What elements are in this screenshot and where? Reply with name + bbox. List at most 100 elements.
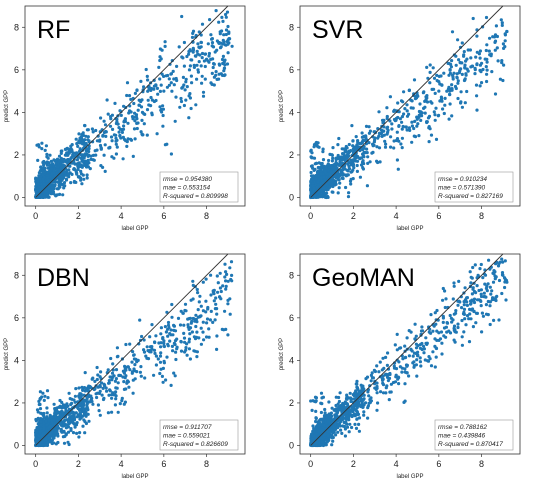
scatter-point — [121, 128, 124, 131]
scatter-point — [347, 191, 350, 194]
scatter-point — [178, 106, 181, 109]
scatter-point — [200, 327, 203, 330]
scatter-point — [354, 147, 357, 150]
x-tick-label: 0 — [33, 211, 38, 221]
scatter-point — [179, 323, 182, 326]
scatter-point — [154, 83, 157, 86]
scatter-point — [188, 94, 191, 97]
scatter-point — [114, 386, 117, 389]
scatter-point — [40, 423, 43, 426]
scatter-point — [476, 312, 479, 315]
scatter-point — [361, 131, 364, 134]
scatter-point — [454, 341, 457, 344]
scatter-point — [356, 160, 359, 163]
scatter-point — [46, 396, 49, 399]
scatter-point — [146, 134, 149, 137]
data-point — [480, 81, 483, 84]
scatter-point — [407, 374, 410, 377]
scatter-point — [114, 397, 117, 400]
scatter-point — [331, 190, 334, 193]
scatter-point — [182, 332, 185, 335]
scatter-point — [95, 392, 98, 395]
scatter-point — [66, 147, 69, 150]
scatter-point — [369, 160, 372, 163]
chart-title: RF — [37, 16, 70, 44]
scatter-point — [58, 159, 61, 162]
scatter-point — [389, 95, 392, 98]
scatter-point — [124, 374, 127, 377]
scatter-point — [489, 293, 492, 296]
scatter-point — [117, 126, 120, 129]
scatter-point — [180, 350, 183, 353]
scatter-point — [327, 400, 330, 403]
scatter-point — [116, 346, 119, 349]
data-point — [424, 98, 427, 101]
scatter-point — [383, 140, 386, 143]
scatter-point — [51, 415, 54, 418]
scatter-point — [168, 84, 171, 87]
scatter-point — [319, 402, 322, 405]
scatter-point — [406, 109, 409, 112]
scatter-point — [485, 313, 488, 316]
scatter-point — [312, 175, 315, 178]
scatter-point — [400, 371, 403, 374]
scatter-point — [61, 406, 64, 409]
scatter-point — [367, 141, 370, 144]
scatter-point — [195, 336, 198, 339]
scatter-point — [348, 423, 351, 426]
scatter-point — [49, 176, 52, 179]
scatter-point — [474, 321, 477, 324]
scatter-point — [492, 281, 495, 284]
scatter-point — [437, 114, 440, 117]
scatter-point — [311, 156, 314, 159]
scatter-point — [36, 159, 39, 162]
scatter-point — [315, 178, 318, 181]
data-point — [501, 79, 504, 82]
scatter-point — [160, 326, 163, 329]
scatter-point — [167, 324, 170, 327]
scatter-point — [401, 137, 404, 140]
scatter-point — [172, 329, 175, 332]
scatter-point — [314, 396, 317, 399]
scatter-point — [501, 21, 504, 24]
scatter-point — [115, 143, 118, 146]
scatter-point — [133, 353, 136, 356]
scatter-point — [46, 389, 49, 392]
scatter-point — [410, 141, 413, 144]
y-tick-label: 4 — [14, 107, 19, 117]
scatter-point — [213, 299, 216, 302]
scatter-point — [104, 170, 107, 173]
scatter-point — [475, 62, 478, 65]
scatter-point — [78, 396, 81, 399]
scatter-point — [360, 384, 363, 387]
scatter-point — [419, 112, 422, 115]
scatter-point — [110, 397, 113, 400]
scatter-point — [84, 371, 87, 374]
scatter-point — [145, 357, 148, 360]
data-point — [188, 338, 191, 341]
scatter-point — [360, 163, 363, 166]
scatter-point — [463, 303, 466, 306]
scatter-point — [340, 432, 343, 435]
scatter-point — [184, 80, 187, 83]
scatter-point — [121, 375, 124, 378]
scatter-point — [205, 321, 208, 324]
scatter-point — [170, 384, 173, 387]
scatter-point — [388, 398, 391, 401]
scatter-point — [56, 166, 59, 169]
scatter-point — [463, 66, 466, 69]
scatter-point — [155, 363, 158, 366]
scatter-point — [155, 355, 158, 358]
scatter-point — [107, 394, 110, 397]
scatter-point — [368, 125, 371, 128]
scatter-point — [321, 162, 324, 165]
scatter-point — [485, 80, 488, 83]
scatter-point — [209, 293, 212, 296]
scatter-point — [133, 363, 136, 366]
chart-title: DBN — [37, 264, 90, 292]
scatter-point — [341, 152, 344, 155]
scatter-point — [352, 166, 355, 169]
scatter-point — [220, 16, 223, 19]
scatter-point — [452, 297, 455, 300]
